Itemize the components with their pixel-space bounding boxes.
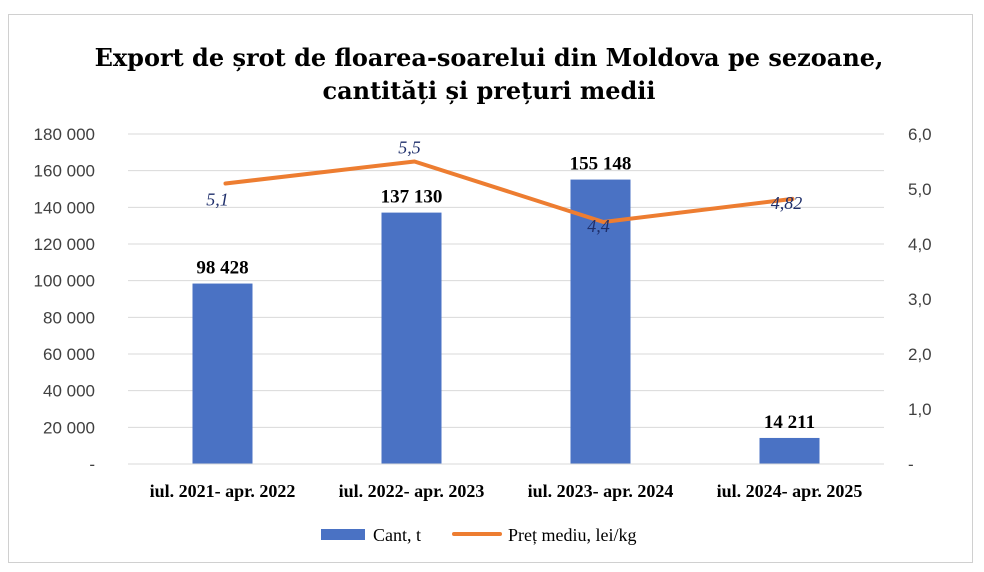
bar-data-label: 98 428: [196, 258, 248, 279]
x-tick-label: iul. 2023- apr. 2024: [528, 481, 674, 501]
line-data-label: 5,5: [398, 138, 421, 158]
y-left-tick-label: 40 000: [43, 382, 95, 401]
legend-label-line: Preț mediu, lei/kg: [508, 525, 636, 545]
y-right-tick-label: -: [908, 455, 914, 474]
chart-title-line1: Export de șrot de floarea-soarelui din M…: [95, 43, 884, 72]
legend-swatch-bar: [321, 529, 365, 540]
y-right-tick-label: 1,0: [908, 400, 932, 419]
x-tick-label: iul. 2024- apr. 2025: [717, 481, 863, 501]
y-right-tick-label: 4,0: [908, 235, 932, 254]
y-right-tick-label: 2,0: [908, 345, 932, 364]
x-tick-label: iul. 2022- apr. 2023: [339, 481, 485, 501]
bar: [570, 179, 631, 464]
price-line: [223, 159, 795, 224]
bar-data-label: 14 211: [764, 412, 815, 433]
bar-data-label: 137 130: [381, 187, 443, 208]
line-data-label: 4,4: [587, 216, 610, 236]
bar: [381, 212, 442, 464]
y-left-tick-label: 80 000: [43, 308, 95, 327]
chart-frame: [8, 14, 973, 563]
line-data-label: 5,1: [206, 190, 229, 210]
y-left-tick-label: 20 000: [43, 418, 95, 437]
y-left-tick-label: -: [89, 455, 95, 474]
y-left-tick-label: 120 000: [34, 235, 95, 254]
y-left-tick-label: 140 000: [34, 198, 95, 217]
chart-title-line2: cantități și prețuri medii: [322, 76, 655, 105]
x-tick-label: iul. 2021- apr. 2022: [150, 481, 296, 501]
legend-label-bar: Cant, t: [373, 525, 421, 545]
bar: [192, 283, 253, 464]
y-right-tick-label: 5,0: [908, 180, 932, 199]
y-left-tick-label: 180 000: [34, 125, 95, 144]
line-data-label: 4,82: [771, 193, 803, 213]
bar-data-label: 155 148: [570, 154, 632, 175]
y-right-tick-label: 6,0: [908, 125, 932, 144]
y-left-tick-label: 60 000: [43, 345, 95, 364]
y-left-tick-label: 100 000: [34, 272, 95, 291]
bar: [759, 437, 820, 464]
y-right-tick-label: 3,0: [908, 290, 932, 309]
y-left-tick-label: 160 000: [34, 162, 95, 181]
